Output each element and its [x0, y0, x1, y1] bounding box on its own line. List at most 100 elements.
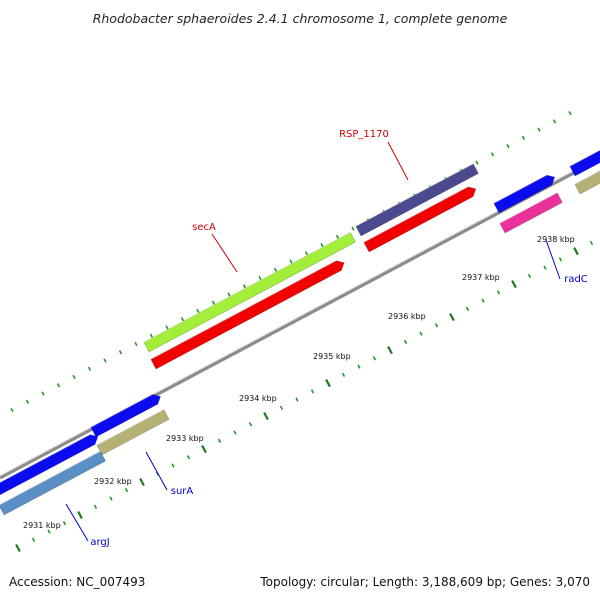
tick-label: 2931 kbp: [23, 521, 61, 530]
tick-mark: [47, 529, 51, 534]
tick-mark: [263, 412, 269, 421]
tick-mark: [180, 317, 185, 322]
callout-line-radC: [545, 239, 561, 280]
cds-left-lower: [0, 434, 99, 496]
tick-label: 2933 kbp: [166, 434, 204, 443]
tick-mark: [475, 160, 479, 165]
tick-mark: [568, 111, 572, 116]
tick-mark: [558, 257, 563, 262]
tick-mark: [543, 265, 547, 270]
tick-mark: [527, 273, 532, 279]
tick-mark: [341, 372, 346, 377]
argJ-bar-highlight: [0, 450, 101, 506]
tick-mark: [62, 521, 67, 526]
tick-mark: [211, 300, 216, 305]
tick-mark: [387, 346, 393, 355]
tick-marks: [10, 111, 594, 553]
tick-mark: [320, 242, 324, 248]
secA-bar: [143, 231, 356, 353]
map-title: Rhodobacter sphaeroides 2.4.1 chromosome…: [93, 11, 508, 26]
callout-line-RSP_1170: [387, 141, 409, 181]
tick-mark: [419, 331, 423, 336]
tick-mark: [87, 366, 92, 371]
tick-mark: [139, 477, 145, 487]
gene-label-surA: surA: [171, 486, 194, 497]
gene-label-radC: radC: [564, 274, 588, 285]
callout-line-secA: [211, 233, 238, 273]
features: [0, 149, 600, 516]
tick-mark: [357, 364, 361, 369]
tick-mark: [289, 259, 293, 264]
gene-label-RSP_1170: RSP_1170: [339, 129, 389, 140]
tick-label: 2935 kbp: [313, 352, 351, 361]
tick-mark: [304, 251, 309, 256]
tick-mark: [186, 455, 191, 460]
tick-mark: [217, 438, 222, 443]
tick-mark: [149, 333, 154, 338]
tick-mark: [325, 379, 331, 388]
radC-bar: [499, 192, 563, 234]
tick-mark: [15, 543, 21, 553]
tick-mark: [511, 280, 517, 289]
cds-left-lower-highlight: [0, 434, 91, 484]
genome-summary-text: Topology: circular; Length: 3,188,609 bp…: [259, 575, 590, 589]
radC-bar-highlight: [499, 192, 558, 224]
tick-label: 2937 kbp: [462, 273, 500, 282]
gene-callouts: RSP_1170 secA radC surA argJ: [65, 129, 588, 548]
surA-bar: [96, 409, 170, 456]
gene-label-secA: secA: [192, 222, 216, 233]
tick-mark: [124, 488, 129, 493]
tick-mark: [573, 247, 579, 256]
argJ-bar: [0, 450, 106, 516]
accession-text: Accession: NC_007493: [9, 575, 145, 589]
tick-mark: [118, 350, 123, 355]
tick-mark: [242, 284, 247, 289]
tick-mark: [31, 537, 36, 542]
tick-mark: [434, 323, 439, 328]
tick-mark: [196, 308, 200, 314]
right-edge-bar: [574, 170, 600, 195]
tick-mark: [310, 389, 315, 394]
cds-upper-right-2: [493, 174, 556, 214]
tick-label: 2936 kbp: [388, 312, 426, 321]
rsp1170-bar-highlight: [355, 163, 474, 227]
tick-mark: [279, 405, 284, 410]
secA-bar-highlight: [143, 231, 351, 343]
tick-mark: [465, 306, 470, 312]
tick-mark: [103, 358, 107, 363]
tick-mark: [335, 234, 340, 239]
secA-cds-highlight: [150, 260, 337, 360]
tick-label: 2934 kbp: [239, 394, 277, 403]
tick-mark: [537, 127, 541, 132]
tick-labels: 2931 kbp 2932 kbp 2933 kbp 2934 kbp 2935 kbp…: [23, 235, 575, 530]
tick-mark: [273, 267, 278, 272]
callout-line-argJ: [65, 503, 89, 542]
rsp1170-cds: [363, 186, 477, 253]
tick-mark: [171, 463, 175, 468]
tick-mark: [372, 356, 377, 361]
tick-label: 2932 kbp: [94, 477, 132, 486]
tick-mark: [77, 510, 83, 520]
gene-label-argJ: argJ: [90, 537, 109, 548]
tick-label: 2938 kbp: [537, 235, 575, 244]
callout-line-surA: [145, 451, 168, 491]
tick-mark: [403, 339, 408, 344]
rsp1170-cds-highlight: [363, 186, 469, 243]
cds-upper-right-highlight: [569, 149, 600, 167]
right-edge-bar-highlight: [574, 170, 600, 185]
tick-mark: [227, 292, 231, 297]
secA-cds: [150, 260, 345, 370]
cds-upper-right-2-highlight: [493, 174, 548, 204]
tick-mark: [93, 504, 98, 509]
cds-upper-right: [569, 149, 600, 177]
tick-mark: [165, 325, 169, 330]
tick-mark: [233, 430, 237, 435]
tick-mark: [41, 391, 45, 396]
tick-mark: [449, 313, 455, 322]
cds-left-upper: [90, 394, 161, 438]
tick-mark: [589, 240, 594, 246]
tick-mark: [351, 226, 355, 231]
tick-mark: [25, 399, 30, 404]
tick-mark: [295, 397, 299, 402]
tick-mark: [56, 383, 61, 388]
